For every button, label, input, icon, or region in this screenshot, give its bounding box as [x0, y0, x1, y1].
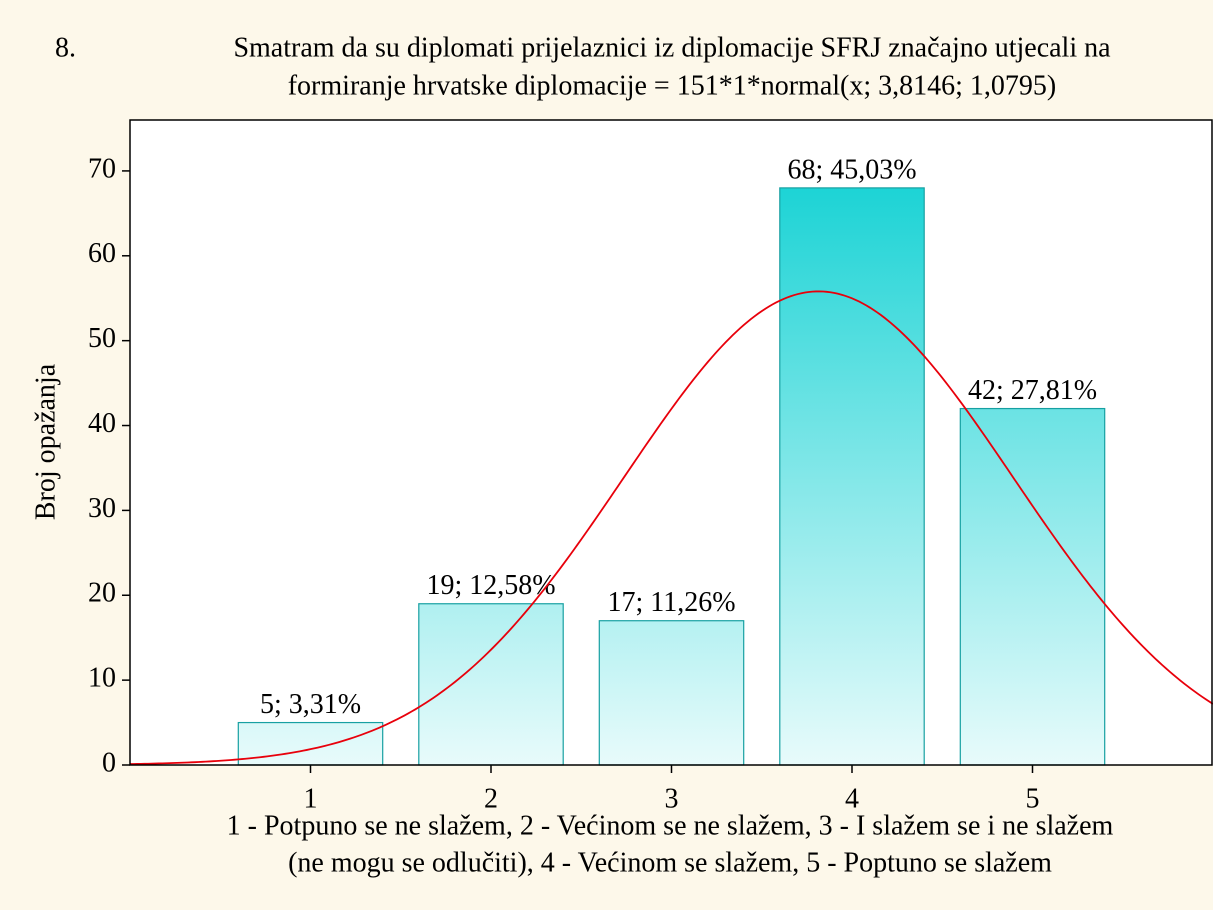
data-label: 68; 45,03% — [787, 154, 916, 185]
y-tick-label: 50 — [88, 323, 116, 354]
fit-group — [130, 290, 1213, 765]
bar — [237, 721, 384, 766]
x-tick-label: 2 — [484, 783, 498, 814]
x-axis-label: 1 - Potpuno se ne slažem, 2 - Većinom se… — [227, 810, 1114, 841]
bar — [959, 407, 1106, 766]
bar — [779, 187, 925, 766]
data-label: 17; 11,26% — [607, 587, 735, 618]
y-tick-label: 0 — [102, 747, 116, 778]
x-axis-label: (ne mogu se odlučiti), 4 - Većinom se sl… — [288, 847, 1052, 878]
chart-title: Smatram da su diplomati prijelaznici iz … — [233, 32, 1111, 63]
x-tick-label: 5 — [1026, 783, 1040, 814]
bar — [598, 620, 745, 766]
data-label: 19; 12,58% — [426, 570, 555, 601]
x-tick-label: 4 — [845, 783, 859, 814]
x-tick-label: 3 — [665, 783, 679, 814]
chart-number: 8. — [55, 32, 76, 63]
data-label: 42; 27,81% — [968, 375, 1097, 406]
y-tick-label: 10 — [88, 663, 116, 694]
data-label: 5; 3,31% — [260, 689, 361, 720]
chart-title: formiranje hrvatske diplomacije = 151*1*… — [288, 70, 1057, 101]
fit-curve — [130, 290, 1213, 765]
bar — [418, 603, 564, 766]
y-tick-label: 40 — [88, 408, 116, 439]
y-tick-label: 30 — [88, 493, 116, 524]
plot-frame — [129, 119, 1213, 766]
y-tick-label: 20 — [88, 578, 116, 609]
y-tick-label: 60 — [88, 238, 116, 269]
y-axis-label: Broj opažanja — [30, 363, 61, 520]
y-tick-label: 70 — [88, 153, 116, 184]
x-tick-label: 1 — [304, 783, 318, 814]
